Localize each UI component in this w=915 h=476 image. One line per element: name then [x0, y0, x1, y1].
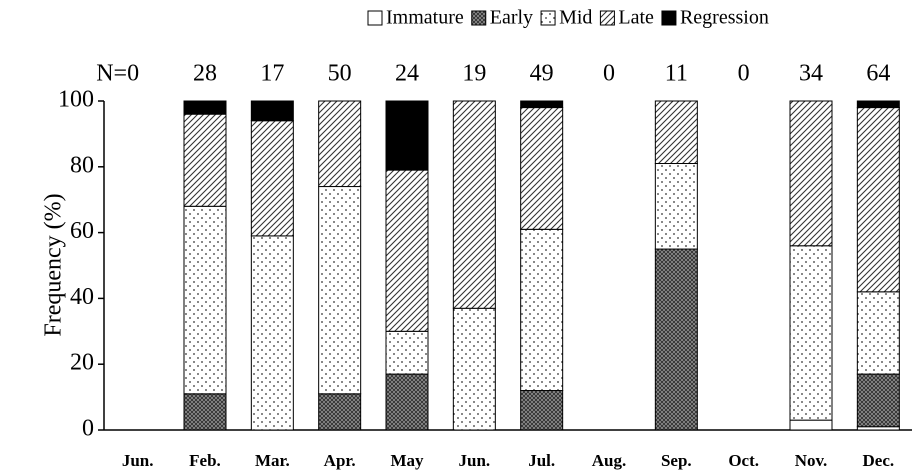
sample-size-label: 17	[260, 61, 284, 87]
x-tick-label: Jun.	[122, 451, 154, 470]
sample-size-label: N=0	[96, 61, 139, 87]
sample-size-label: 19	[462, 61, 486, 87]
bar-segment	[856, 107, 900, 293]
bar-segment	[654, 100, 698, 165]
x-tick-label: Nov.	[795, 451, 828, 470]
bar-segment	[250, 100, 294, 122]
bar-segment	[452, 100, 496, 309]
y-tick-label: 40	[70, 284, 94, 310]
sample-size-label: 24	[395, 61, 419, 87]
bar-segment	[385, 169, 429, 332]
bar-segment	[385, 100, 429, 171]
bar-segment	[318, 393, 362, 431]
legend-swatch	[599, 10, 615, 26]
bar-segment	[789, 100, 833, 247]
x-tick-label: Oct.	[728, 451, 759, 470]
y-tick-label: 80	[70, 152, 94, 178]
legend-label: Regression	[680, 7, 769, 29]
y-tick-label: 0	[82, 416, 94, 442]
x-tick-label: Feb.	[189, 451, 221, 470]
bar-segment	[856, 373, 900, 428]
bar-segment	[250, 235, 294, 431]
sample-size-label: 0	[603, 61, 615, 87]
bar-segment	[520, 390, 564, 431]
bar-segment	[856, 100, 900, 109]
bar-segment	[452, 307, 496, 431]
bar-segment	[654, 248, 698, 431]
x-tick-label: Jun.	[458, 451, 490, 470]
bar-segment	[520, 107, 564, 230]
bar-segment	[789, 419, 833, 431]
legend-label: Immature	[386, 7, 464, 29]
x-tick-label: Mar.	[255, 451, 290, 470]
y-tick-label: 20	[70, 350, 94, 376]
y-tick-label: 60	[70, 218, 94, 244]
bar-segment	[520, 100, 564, 109]
sample-size-label: 11	[665, 61, 688, 87]
sample-size-label: 50	[328, 61, 352, 87]
y-axis-label: Frequency (%)	[41, 193, 67, 336]
x-tick-label: Apr.	[324, 451, 356, 470]
legend-label: Late	[618, 7, 654, 29]
y-tick-label: 100	[58, 87, 94, 113]
bar-segment	[183, 393, 227, 431]
x-tick-label: Dec.	[863, 451, 895, 470]
x-tick-label: Sep.	[661, 451, 692, 470]
bar-segment	[856, 291, 900, 375]
bar-segment	[183, 113, 227, 207]
legend-swatch	[661, 10, 677, 26]
bar-segment	[385, 373, 429, 431]
sample-size-label: 49	[530, 61, 554, 87]
bar-segment	[318, 186, 362, 395]
bar-segment	[318, 100, 362, 188]
sample-size-label: 28	[193, 61, 217, 87]
legend-label: Mid	[559, 7, 592, 29]
x-tick-label: May	[390, 451, 424, 470]
legend-swatch	[367, 10, 383, 26]
bar-segment	[250, 120, 294, 237]
x-tick-label: Aug.	[592, 451, 626, 470]
sample-size-label: 0	[738, 61, 750, 87]
bar-segment	[789, 245, 833, 421]
legend-label: Early	[490, 7, 533, 29]
bar-segment	[654, 163, 698, 250]
x-tick-label: Jul.	[528, 451, 555, 470]
sample-size-label: 34	[799, 61, 823, 87]
legend-swatch	[540, 10, 556, 26]
sample-size-label: 64	[866, 61, 890, 87]
bar-segment	[183, 100, 227, 115]
legend-swatch	[471, 10, 487, 26]
bar-segment	[520, 228, 564, 392]
bar-segment	[183, 205, 227, 395]
bar-segment	[385, 330, 429, 375]
